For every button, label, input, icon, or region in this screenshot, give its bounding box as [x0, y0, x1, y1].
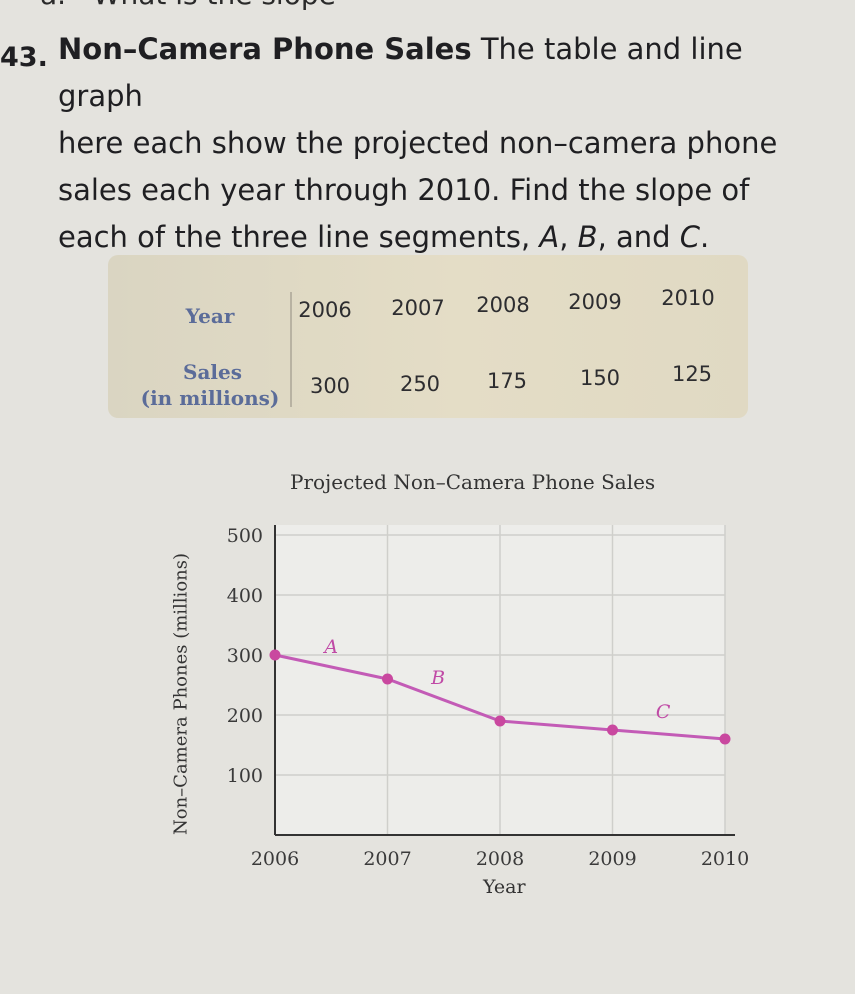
- period: .: [700, 220, 710, 254]
- problem-line-4: each of the three line segments, A, B, a…: [58, 214, 798, 261]
- problem-line-2: here each show the projected non–camera …: [58, 126, 778, 160]
- data-point: [382, 673, 393, 685]
- y-tick-label: 400: [227, 585, 263, 607]
- x-tick-label: 2008: [476, 848, 524, 870]
- problem-line-1-text: The table and line graph: [58, 32, 743, 113]
- table-year-label: Year: [185, 304, 235, 328]
- problem-title: Non–Camera Phone Sales: [58, 32, 472, 66]
- data-table: [108, 255, 748, 418]
- problem-statement: Non–Camera Phone Sales The table and lin…: [58, 26, 798, 261]
- segment-c-ref: C: [679, 220, 701, 254]
- y-tick-label: 500: [227, 525, 263, 547]
- y-tick-label: 100: [227, 765, 263, 787]
- segment-label: A: [322, 636, 338, 658]
- segment-a-ref: A: [539, 220, 560, 254]
- x-tick-label: 2009: [588, 848, 636, 870]
- x-tick-label: 2007: [363, 848, 411, 870]
- table-year-cell: 2006: [298, 298, 352, 322]
- table-sales-units-label: (in millions): [140, 386, 280, 410]
- data-point: [269, 649, 281, 661]
- table-sales-cell: 150: [579, 366, 621, 390]
- table-year-cell: 2007: [391, 296, 445, 320]
- x-tick-label: 2006: [251, 848, 299, 870]
- segment-label: B: [430, 667, 445, 689]
- problem-line-1: Non–Camera Phone Sales The table and lin…: [58, 26, 798, 120]
- data-point: [607, 724, 618, 736]
- chart-title: Projected Non–Camera Phone Sales: [290, 470, 656, 494]
- segment-label: C: [656, 701, 671, 723]
- table-year-cell: 2010: [661, 286, 715, 310]
- table-year-cell: 2008: [476, 293, 530, 317]
- table-sales-cell: 250: [399, 372, 441, 396]
- problem-line-4-text: each of the three line segments,: [58, 220, 531, 254]
- separator: , and: [597, 220, 671, 254]
- segment-b-ref: B: [577, 220, 598, 254]
- table-divider: [290, 292, 292, 407]
- data-point: [494, 715, 506, 727]
- table-sales-cell: 125: [671, 362, 713, 386]
- problem-line-3: sales each year through 2010. Find the s…: [58, 173, 750, 207]
- cropped-previous-text: a. What is the slope: [40, 0, 336, 11]
- y-tick-label: 300: [227, 645, 263, 667]
- table-year-cell: 2009: [568, 290, 622, 314]
- y-tick-label: 200: [227, 705, 263, 727]
- x-tick-label: 2010: [701, 848, 749, 870]
- table-sales-cell: 175: [486, 369, 528, 393]
- table-sales-label: Sales: [183, 360, 242, 384]
- data-point: [719, 733, 731, 745]
- x-axis-label: Year: [483, 876, 526, 898]
- separator: ,: [559, 220, 569, 254]
- problem-number: 43.: [0, 42, 48, 73]
- table-sales-cell: 300: [309, 374, 351, 398]
